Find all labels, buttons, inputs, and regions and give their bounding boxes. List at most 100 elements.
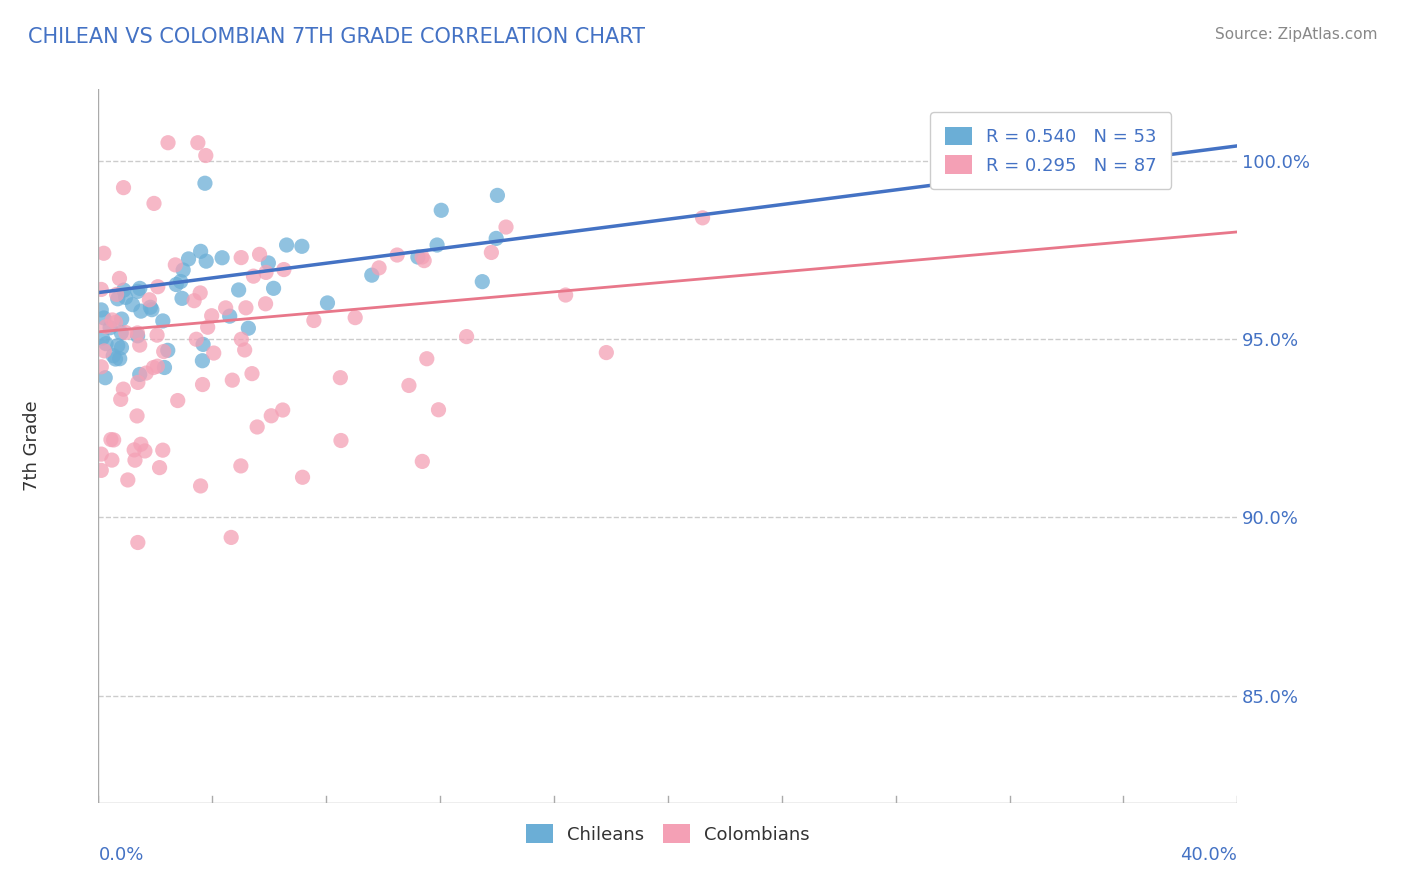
Point bbox=[146, 279, 169, 293]
Point bbox=[263, 281, 285, 295]
Point bbox=[456, 329, 478, 343]
Point bbox=[165, 258, 187, 272]
Point bbox=[413, 253, 436, 268]
Point bbox=[197, 320, 219, 334]
Point bbox=[94, 370, 117, 384]
Point bbox=[191, 353, 214, 368]
Point bbox=[93, 310, 115, 325]
Point bbox=[329, 370, 352, 384]
Point bbox=[114, 326, 136, 340]
Point bbox=[330, 434, 353, 448]
Point bbox=[103, 349, 125, 363]
Point bbox=[121, 298, 143, 312]
Point bbox=[127, 328, 149, 343]
Point bbox=[188, 285, 211, 300]
Text: 40.0%: 40.0% bbox=[1181, 846, 1237, 863]
Point bbox=[471, 275, 494, 289]
Point bbox=[692, 211, 714, 225]
Point bbox=[194, 148, 217, 162]
Point bbox=[231, 332, 253, 346]
Point bbox=[142, 360, 165, 375]
Point bbox=[219, 530, 242, 544]
Point bbox=[406, 250, 429, 264]
Point bbox=[93, 246, 115, 260]
Point bbox=[190, 244, 212, 259]
Point bbox=[485, 231, 508, 245]
Point bbox=[191, 377, 214, 392]
Point bbox=[416, 351, 439, 366]
Point bbox=[218, 309, 240, 323]
Point bbox=[190, 479, 212, 493]
Point bbox=[228, 283, 250, 297]
Point bbox=[242, 269, 264, 284]
Point bbox=[430, 203, 453, 218]
Point bbox=[124, 453, 146, 467]
Point bbox=[139, 300, 162, 314]
Point bbox=[254, 265, 277, 279]
Text: 0.0%: 0.0% bbox=[98, 846, 143, 863]
Point bbox=[385, 248, 408, 262]
Point bbox=[90, 359, 112, 374]
Point bbox=[214, 301, 236, 315]
Point bbox=[104, 315, 127, 329]
Point bbox=[291, 470, 314, 484]
Point bbox=[128, 368, 150, 382]
Point bbox=[107, 292, 129, 306]
Point bbox=[141, 302, 163, 317]
Point bbox=[110, 341, 132, 355]
Point bbox=[152, 344, 174, 359]
Text: CHILEAN VS COLOMBIAN 7TH GRADE CORRELATION CHART: CHILEAN VS COLOMBIAN 7TH GRADE CORRELATI… bbox=[28, 27, 645, 46]
Text: Source: ZipAtlas.com: Source: ZipAtlas.com bbox=[1215, 27, 1378, 42]
Point bbox=[186, 332, 208, 346]
Point bbox=[110, 326, 132, 340]
Point bbox=[91, 331, 114, 345]
Point bbox=[273, 262, 295, 277]
Point bbox=[211, 251, 233, 265]
Point bbox=[411, 454, 433, 468]
Point bbox=[187, 136, 209, 150]
Point bbox=[127, 376, 149, 390]
Point bbox=[169, 275, 191, 289]
Point bbox=[128, 338, 150, 352]
Point bbox=[260, 409, 283, 423]
Point bbox=[486, 188, 509, 202]
Point bbox=[166, 393, 188, 408]
Point bbox=[104, 351, 127, 366]
Point bbox=[235, 301, 257, 315]
Point bbox=[117, 473, 139, 487]
Point bbox=[316, 296, 339, 310]
Point bbox=[240, 367, 263, 381]
Point bbox=[108, 351, 131, 366]
Point bbox=[172, 263, 194, 277]
Point bbox=[112, 382, 135, 396]
Point bbox=[426, 238, 449, 252]
Point bbox=[90, 463, 112, 477]
Point bbox=[129, 304, 152, 318]
Point bbox=[254, 297, 277, 311]
Point bbox=[344, 310, 367, 325]
Point bbox=[100, 433, 122, 447]
Point bbox=[134, 444, 156, 458]
Point bbox=[129, 437, 152, 451]
Point bbox=[138, 293, 160, 307]
Point bbox=[122, 442, 145, 457]
Point bbox=[94, 336, 117, 351]
Point bbox=[125, 409, 148, 423]
Point bbox=[170, 291, 193, 305]
Point bbox=[127, 535, 149, 549]
Point bbox=[98, 320, 121, 334]
Point bbox=[146, 359, 169, 374]
Point bbox=[191, 337, 214, 351]
Point bbox=[360, 268, 382, 282]
Point bbox=[93, 343, 115, 358]
Point bbox=[127, 285, 149, 299]
Point bbox=[128, 281, 150, 295]
Point bbox=[112, 283, 135, 297]
Point bbox=[238, 321, 260, 335]
Point bbox=[157, 136, 180, 150]
Point bbox=[221, 373, 243, 387]
Point bbox=[229, 458, 252, 473]
Point bbox=[195, 254, 218, 268]
Point bbox=[495, 220, 517, 235]
Point bbox=[302, 313, 325, 327]
